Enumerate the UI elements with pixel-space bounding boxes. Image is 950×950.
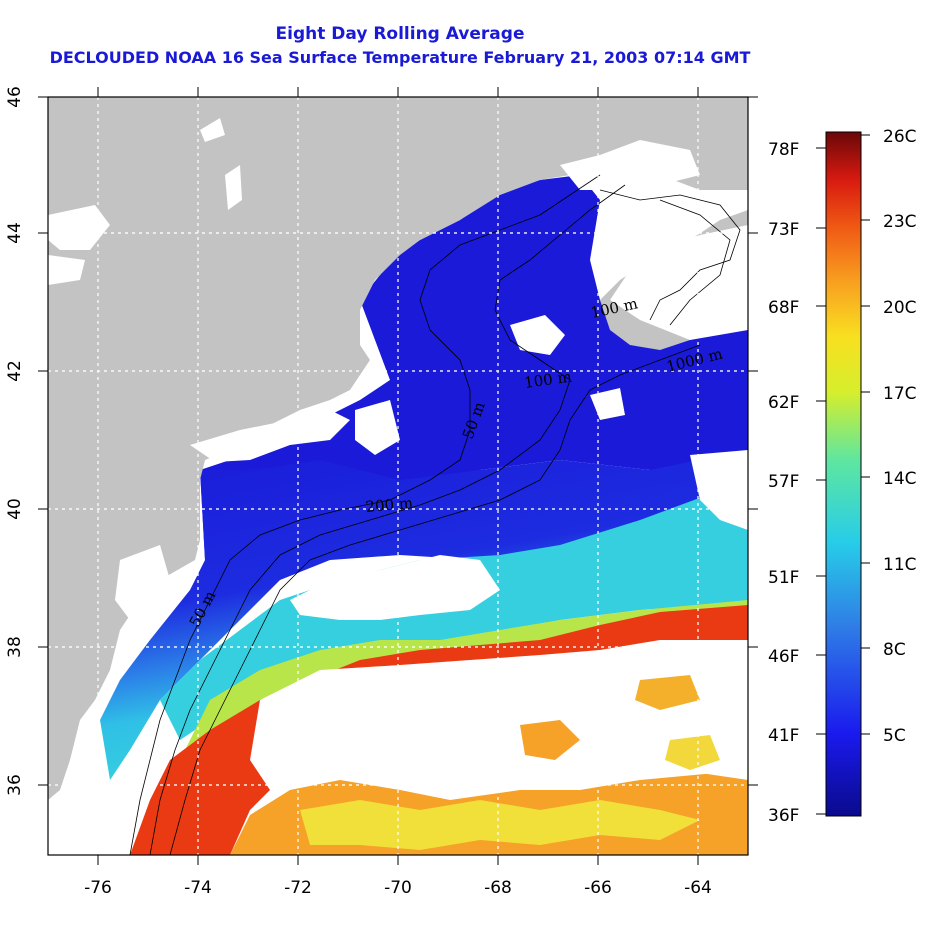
cloud-patch [290, 555, 500, 620]
colorbar-celsius-label: 8C [883, 640, 906, 660]
x-axis [97, 87, 699, 865]
x-tick-label: -76 [84, 878, 112, 898]
map-title: Eight Day Rolling Average [275, 24, 525, 44]
y-tick-label: 44 [5, 222, 25, 244]
x-tick-label: -64 [684, 878, 712, 898]
colorbar-fahrenheit-label: 46F [768, 647, 799, 667]
warm-eddy [665, 735, 720, 770]
warm-eddy [520, 720, 580, 760]
inland-cloud [225, 165, 242, 210]
colorbar-fahrenheit-label: 57F [768, 472, 799, 492]
map-area: 100 m 1000 m 100 m 50 m 200 m 50 m [48, 97, 748, 855]
x-tick-label: -72 [284, 878, 312, 898]
yellow-patch [300, 800, 700, 850]
map-subtitle: DECLOUDED NOAA 16 Sea Surface Temperatur… [49, 48, 751, 67]
inland-cloud [355, 400, 400, 455]
colorbar-fahrenheit-label: 78F [768, 140, 799, 160]
colorbar-fahrenheit-label: 36F [768, 806, 799, 826]
colorbar-celsius-label: 11C [883, 555, 917, 575]
cold-shelf-water [200, 175, 748, 560]
y-tick-label: 40 [5, 498, 25, 520]
inland-cloud [200, 118, 225, 142]
depth-label: 200 m [365, 494, 414, 516]
land-mainland [48, 97, 748, 800]
y-axis [38, 96, 758, 786]
colorbar-fahrenheit-label: 41F [768, 726, 799, 746]
cape-cod-cloud [510, 315, 565, 355]
colorbar-fahrenheit-label: 62F [768, 393, 799, 413]
cloud-patch [80, 790, 125, 855]
colorbar-celsius-label: 26C [883, 127, 917, 147]
x-tick-label: -74 [184, 878, 212, 898]
y-tick-label: 46 [5, 86, 25, 108]
inland-cloud [190, 410, 350, 462]
x-tick-label: -66 [584, 878, 612, 898]
colorbar-fahrenheit-label: 68F [768, 298, 799, 318]
y-tick-label: 36 [5, 774, 25, 796]
bathymetry-contours [129, 174, 741, 855]
islands-cloud [590, 388, 625, 420]
y-tick-label: 38 [5, 636, 25, 658]
x-axis-labels: -76 -74 -72 -70 -68 -66 -64 [84, 878, 712, 898]
colorbar: 26C 23C 20C 17C 14C 11C 8C 5C 78F 73F 68… [768, 127, 917, 826]
graticule [48, 97, 748, 855]
cloud-patch [690, 450, 748, 530]
y-tick-label: 42 [5, 360, 25, 382]
inland-cloud [48, 205, 110, 250]
inland-cloud [115, 545, 170, 620]
colorbar-fahrenheit-label: 51F [768, 568, 799, 588]
x-tick-label: -70 [384, 878, 412, 898]
colorbar-celsius-label: 14C [883, 469, 917, 489]
x-tick-label: -68 [484, 878, 512, 898]
warm-eddy [635, 675, 700, 710]
colorbar-celsius-label: 5C [883, 726, 906, 746]
colorbar-celsius-label: 20C [883, 298, 917, 318]
colorbar-celsius-label: 23C [883, 212, 917, 232]
colorbar-celsius-label: 17C [883, 384, 917, 404]
inland-cloud [560, 140, 700, 190]
y-axis-labels: 36 38 40 42 44 46 [5, 86, 25, 796]
colorbar-fahrenheit-label: 73F [768, 220, 799, 240]
inland-cloud [610, 225, 748, 340]
inland-cloud [48, 255, 85, 285]
colorbar-gradient [825, 131, 862, 817]
cloud-patch [250, 640, 748, 790]
cool-water-band [100, 450, 748, 780]
